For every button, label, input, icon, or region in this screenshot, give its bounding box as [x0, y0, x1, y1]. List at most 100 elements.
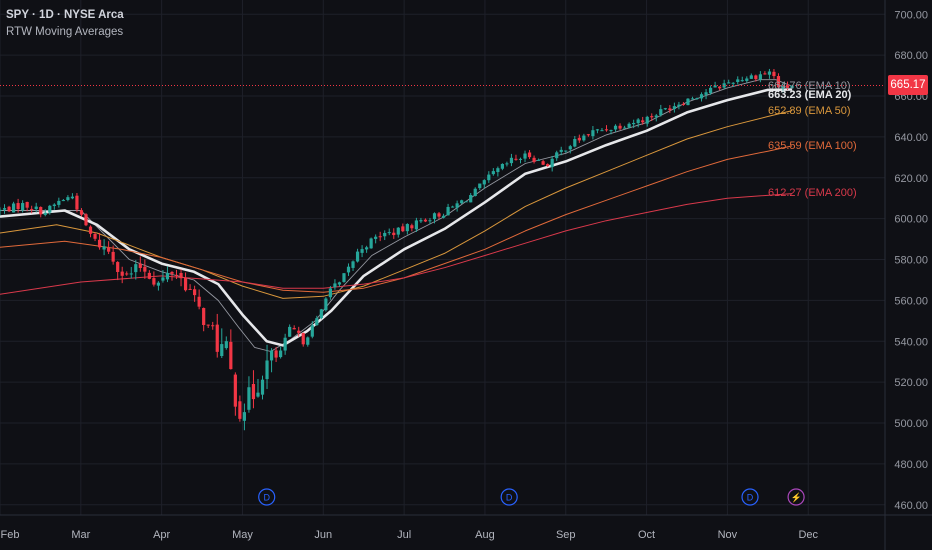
candle — [66, 195, 70, 202]
candle — [84, 213, 88, 227]
candle — [374, 234, 378, 244]
candle-body — [202, 308, 206, 325]
candle-body — [292, 328, 296, 330]
candle — [478, 183, 482, 191]
candle-body — [75, 195, 79, 210]
candle-body — [613, 125, 618, 130]
candle — [487, 171, 491, 183]
candle — [292, 325, 296, 330]
candle — [269, 348, 274, 373]
marker-circle — [258, 488, 276, 506]
candle-body — [672, 106, 676, 109]
candle-body — [79, 210, 84, 215]
candle-body — [52, 204, 56, 207]
candle-body — [469, 195, 473, 203]
candle — [595, 128, 600, 134]
ema-value: 663.23 — [768, 89, 802, 101]
candle-body — [152, 278, 156, 285]
candle — [183, 272, 188, 292]
candle — [745, 76, 749, 83]
price-tick-label: 640.00 — [894, 132, 928, 144]
candle — [428, 217, 432, 225]
candle — [699, 92, 704, 102]
dividend-marker[interactable]: D — [500, 488, 518, 506]
candle — [781, 82, 785, 93]
candle — [767, 68, 772, 79]
candle-body — [179, 273, 183, 279]
price-tick-label: 460.00 — [894, 500, 928, 512]
candle — [446, 203, 450, 216]
candle — [491, 168, 495, 176]
candle-body — [197, 296, 201, 307]
marker-circle — [500, 488, 518, 506]
candle — [514, 154, 518, 161]
candle — [618, 123, 622, 131]
candle — [0, 207, 2, 216]
price-tick-label: 540.00 — [894, 336, 928, 348]
ema-label-ema100: 635.59 (EMA 100) — [768, 140, 857, 152]
price-tick-label: 480.00 — [894, 459, 928, 471]
candle-body — [392, 232, 396, 236]
candle — [582, 133, 586, 142]
candle-body — [251, 384, 256, 400]
candle-body — [260, 379, 265, 395]
candle — [727, 79, 731, 84]
candle-body — [21, 203, 25, 211]
candle-body — [414, 220, 418, 230]
candle — [116, 261, 120, 281]
candle-body — [170, 272, 174, 274]
candle-body — [220, 344, 224, 357]
candle — [315, 315, 319, 326]
candle-body — [591, 130, 595, 137]
candle-body — [215, 324, 219, 352]
marker-glyph: D — [506, 492, 513, 502]
candle — [97, 232, 102, 250]
event-markers[interactable]: D D D ⚡ — [258, 488, 805, 506]
candle — [550, 155, 554, 172]
dividend-marker[interactable]: D — [258, 488, 276, 506]
time-axis[interactable]: Feb Mar Apr May Jun Jul Aug Sep Oct Nov Dec — [0, 514, 932, 541]
candle — [754, 74, 758, 82]
symbol-legend[interactable]: SPY · 1D · NYSE Arca — [6, 7, 124, 23]
candle-body — [731, 82, 735, 84]
candle — [559, 146, 563, 156]
candle — [451, 205, 455, 208]
candle-body — [659, 109, 663, 115]
candle-body — [283, 337, 287, 351]
candle-body — [269, 350, 274, 361]
candle-body — [43, 212, 47, 215]
candle-body — [763, 73, 767, 75]
candle-body — [319, 309, 323, 319]
candle — [636, 118, 640, 128]
candle-body — [781, 86, 785, 89]
candle — [455, 200, 459, 212]
candle-body — [686, 98, 690, 106]
candle-body — [496, 168, 500, 173]
candle — [423, 218, 428, 223]
candle-body — [627, 123, 631, 128]
candle-body — [432, 213, 437, 220]
dividend-marker[interactable]: D — [741, 488, 759, 506]
candle-body — [550, 158, 554, 168]
candle — [138, 256, 142, 272]
candle-body — [645, 116, 649, 124]
candle — [785, 81, 790, 91]
candle — [79, 208, 84, 217]
candle — [328, 286, 332, 300]
candle-body — [727, 82, 731, 84]
ema-name: (EMA 200) — [804, 187, 857, 199]
candle — [215, 313, 219, 358]
candle — [482, 179, 486, 189]
candle — [306, 336, 310, 347]
indicator-legend[interactable]: RTW Moving Averages — [6, 26, 124, 38]
candle-body — [690, 98, 695, 100]
candle — [274, 346, 278, 363]
candle — [536, 158, 541, 161]
ema-line-ema50 — [0, 110, 793, 299]
candle — [156, 281, 161, 291]
candle — [346, 263, 351, 276]
event-marker[interactable]: ⚡ — [787, 488, 805, 506]
price-tick-label: 680.00 — [894, 50, 928, 62]
candle-body — [206, 324, 210, 326]
